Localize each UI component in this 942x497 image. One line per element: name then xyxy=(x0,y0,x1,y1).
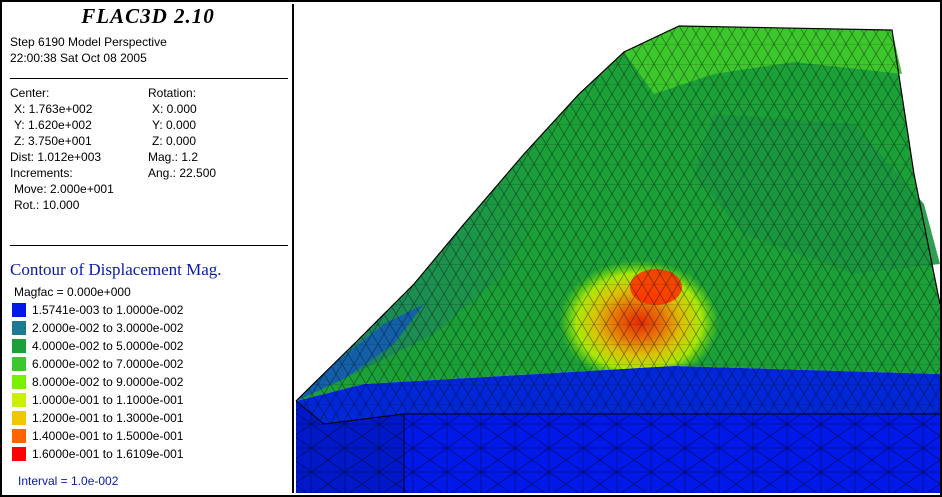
rot: Rot.: 10.000 xyxy=(14,198,80,212)
legend-item: 1.5741e-003 to 1.0000e-002 xyxy=(12,302,183,318)
center-x: X: 1.763e+002 xyxy=(14,102,93,116)
move: Move: 2.000e+001 xyxy=(14,182,114,196)
legend-item: 2.0000e-002 to 3.0000e-002 xyxy=(12,320,183,336)
legend-swatch xyxy=(12,447,26,461)
app-title: FLAC3D 2.10 xyxy=(81,4,215,28)
legend-item: 6.0000e-002 to 7.0000e-002 xyxy=(12,356,183,372)
datetime: 22:00:38 Sat Oct 08 2005 xyxy=(10,51,147,65)
magfac: Magfac = 0.000e+000 xyxy=(14,285,131,299)
rot-z: Z: 0.000 xyxy=(152,134,197,148)
ang: Ang.: 22.500 xyxy=(148,166,217,180)
rotation-label: Rotation: xyxy=(148,86,197,100)
step-line: Step 6190 Model Perspective xyxy=(10,35,167,49)
legend-label: 8.0000e-002 to 9.0000e-002 xyxy=(32,375,184,389)
legend-swatch xyxy=(12,357,26,371)
legend-item: 8.0000e-002 to 9.0000e-002 xyxy=(12,374,183,390)
legend-label: 2.0000e-002 to 3.0000e-002 xyxy=(32,321,184,335)
legend-swatch xyxy=(12,429,26,443)
legend-label: 6.0000e-002 to 7.0000e-002 xyxy=(32,357,184,371)
legend-item: 1.2000e-001 to 1.3000e-001 xyxy=(12,410,183,426)
legend-label: 1.2000e-001 to 1.3000e-001 xyxy=(32,411,184,425)
rot-x: X: 0.000 xyxy=(152,102,197,116)
rot-y: Y: 0.000 xyxy=(152,118,197,132)
divider xyxy=(10,245,288,246)
center-y: Y: 1.620e+002 xyxy=(14,118,92,132)
legend-item: 1.6000e-001 to 1.6109e-001 xyxy=(12,446,183,462)
legend-swatch xyxy=(12,339,26,353)
model-render xyxy=(295,25,940,493)
model-outline xyxy=(295,25,940,402)
legend-item: 1.4000e-001 to 1.5000e-001 xyxy=(12,428,183,444)
legend-swatch xyxy=(12,393,26,407)
mesh-overlay xyxy=(296,401,940,493)
legend-swatch xyxy=(12,411,26,425)
model-viewport[interactable] xyxy=(294,4,940,493)
mag: Mag.: 1.2 xyxy=(148,150,199,164)
info-panel: FLAC3D 2.10 Step 6190 Model Perspective … xyxy=(4,4,294,493)
legend-swatch xyxy=(12,375,26,389)
model-outline xyxy=(295,400,940,493)
legend-swatch xyxy=(12,303,26,317)
legend-label: 4.0000e-002 to 5.0000e-002 xyxy=(32,339,184,353)
legend-label: 1.0000e-001 to 1.1000e-001 xyxy=(32,393,184,407)
contour-title: Contour of Displacement Mag. xyxy=(10,260,222,279)
legend-label: 1.5741e-003 to 1.0000e-002 xyxy=(32,303,184,317)
increments-label: Increments: xyxy=(10,166,73,180)
divider xyxy=(10,78,288,79)
legend-item: 1.0000e-001 to 1.1000e-001 xyxy=(12,392,183,408)
mesh-overlay xyxy=(296,26,940,424)
center-label: Center: xyxy=(10,86,50,100)
dist: Dist: 1.012e+003 xyxy=(10,150,102,164)
legend-label: 1.4000e-001 to 1.5000e-001 xyxy=(32,429,184,443)
center-z: Z: 3.750e+001 xyxy=(14,134,92,148)
legend-swatch xyxy=(12,321,26,335)
legend-label: 1.6000e-001 to 1.6109e-001 xyxy=(32,447,184,461)
interval-label: Interval = 1.0e-002 xyxy=(18,474,119,488)
legend-item: 4.0000e-002 to 5.0000e-002 xyxy=(12,338,183,354)
